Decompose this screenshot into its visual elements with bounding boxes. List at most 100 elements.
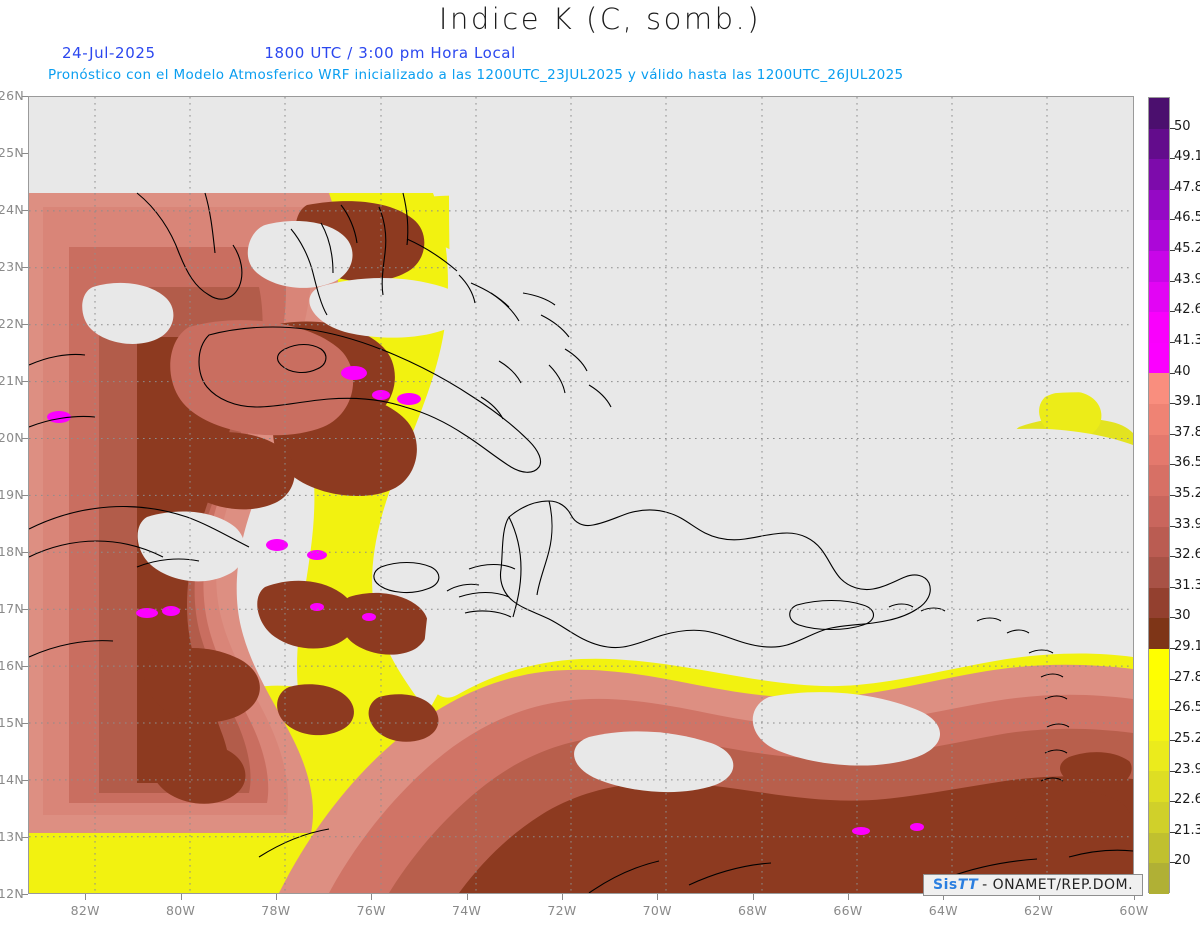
colorbar-tick-mark bbox=[1170, 250, 1175, 252]
colorbar-tick-label: 43.9 bbox=[1174, 271, 1200, 287]
lat-tick-label: 21N bbox=[0, 373, 24, 388]
colorbar-segment bbox=[1149, 220, 1169, 252]
colorbar-tick-label: 45.2 bbox=[1174, 241, 1200, 257]
model-description: Pronóstico con el Modelo Atmosferico WRF… bbox=[48, 67, 904, 83]
lon-tick-mark bbox=[275, 894, 277, 900]
lat-tick-label: 24N bbox=[0, 202, 24, 217]
lon-tick-mark bbox=[1038, 894, 1040, 900]
lat-tick-mark bbox=[22, 381, 28, 382]
colorbar-segment bbox=[1149, 526, 1169, 558]
colorbar-segment bbox=[1149, 679, 1169, 711]
lat-tick-mark bbox=[22, 894, 28, 895]
colorbar-tick-mark bbox=[1170, 586, 1175, 588]
lat-tick-mark bbox=[22, 438, 28, 439]
lat-tick-label: 18N bbox=[0, 544, 24, 559]
colorbar-segment bbox=[1149, 557, 1169, 588]
colorbar-tick-label: 25.2 bbox=[1174, 730, 1200, 746]
lat-tick-label: 14N bbox=[0, 772, 24, 787]
attribution-text: - ONAMET/REP.DOM. bbox=[982, 877, 1134, 893]
colorbar-segment bbox=[1149, 434, 1169, 466]
colorbar-segment bbox=[1149, 587, 1169, 619]
colorbar-segment bbox=[1149, 128, 1169, 160]
colorbar-segment bbox=[1149, 802, 1169, 833]
colorbar-tick-label: 36.5 bbox=[1174, 455, 1200, 471]
lat-tick-label: 22N bbox=[0, 316, 24, 331]
colorbar-tick-label: 23.9 bbox=[1174, 761, 1200, 777]
lat-tick-mark bbox=[22, 96, 28, 97]
lat-tick-label: 12N bbox=[0, 886, 24, 901]
colorbar-tick-mark bbox=[1170, 831, 1175, 833]
colorbar-tick-label: 21.3 bbox=[1174, 822, 1200, 838]
colorbar-segment bbox=[1149, 373, 1169, 405]
colorbar[interactable] bbox=[1148, 97, 1170, 894]
colorbar-tick-mark bbox=[1170, 525, 1175, 527]
lon-tick-label: 64W bbox=[928, 903, 958, 918]
colorbar-segment bbox=[1149, 404, 1169, 435]
colorbar-segment bbox=[1149, 281, 1169, 313]
lon-tick-label: 80W bbox=[165, 903, 196, 918]
lat-tick-mark bbox=[22, 837, 28, 838]
colorbar-tick-mark bbox=[1170, 219, 1175, 221]
colorbar-segment bbox=[1149, 863, 1169, 894]
colorbar-tick-mark bbox=[1170, 280, 1175, 282]
attribution-badge: Sis TT - ONAMET/REP.DOM. bbox=[923, 874, 1144, 896]
colorbar-tick-label: 49.1 bbox=[1174, 149, 1200, 165]
colorbar-tick-mark bbox=[1170, 188, 1175, 190]
lon-tick-label: 70W bbox=[642, 903, 672, 918]
colorbar-tick-label: 40 bbox=[1174, 363, 1191, 379]
lat-tick-label: 25N bbox=[0, 145, 24, 160]
lon-tick-mark bbox=[180, 894, 182, 900]
colorbar-tick-label: 32.6 bbox=[1174, 547, 1200, 563]
colorbar-tick-label: 39.1 bbox=[1174, 394, 1200, 410]
lon-tick-mark bbox=[1134, 894, 1135, 900]
colorbar-segment bbox=[1149, 771, 1169, 803]
colorbar-tick-label: 22.6 bbox=[1174, 792, 1200, 808]
colorbar-tick-mark bbox=[1170, 341, 1175, 343]
lat-tick-label: 13N bbox=[0, 829, 24, 844]
colorbar-segment bbox=[1149, 832, 1169, 864]
colorbar-tick-mark bbox=[1170, 311, 1175, 313]
colorbar-tick-label: 26.5 bbox=[1174, 700, 1200, 716]
colorbar-tick-mark bbox=[1170, 801, 1175, 803]
colorbar-segment bbox=[1149, 495, 1169, 527]
colorbar-tick-mark bbox=[1170, 464, 1175, 466]
colorbar-segment bbox=[1149, 618, 1169, 649]
lat-tick-mark bbox=[22, 723, 28, 724]
colorbar-tick-label: 33.9 bbox=[1174, 516, 1200, 532]
colorbar-tick-label: 29.1 bbox=[1174, 639, 1200, 655]
colorbar-tick-mark bbox=[1170, 739, 1175, 741]
colorbar-segment bbox=[1149, 648, 1169, 680]
map-plot-area[interactable] bbox=[28, 96, 1134, 894]
lat-tick-label: 16N bbox=[0, 658, 24, 673]
lon-tick-mark bbox=[561, 894, 563, 900]
colorbar-tick-mark bbox=[1170, 770, 1175, 772]
lat-tick-label: 23N bbox=[0, 259, 24, 274]
colorbar-tick-mark bbox=[1170, 495, 1175, 496]
lon-tick-label: 78W bbox=[261, 903, 291, 918]
lon-tick-mark bbox=[85, 894, 87, 900]
map-gridlines bbox=[29, 97, 1133, 893]
lat-tick-mark bbox=[22, 324, 28, 325]
weather-map-svg bbox=[29, 97, 1133, 893]
lat-tick-label: 26N bbox=[0, 88, 24, 103]
colorbar-tick-mark bbox=[1170, 678, 1175, 680]
lon-tick-label: 72W bbox=[547, 903, 577, 918]
lon-tick-label: 62W bbox=[1024, 903, 1054, 918]
lat-tick-label: 19N bbox=[0, 487, 24, 502]
lat-tick-mark bbox=[22, 495, 28, 496]
lat-tick-label: 15N bbox=[0, 715, 24, 730]
colorbar-tick-mark bbox=[1170, 617, 1175, 619]
colorbar-tick-mark bbox=[1170, 709, 1175, 711]
colorbar-tick-mark bbox=[1170, 862, 1175, 864]
lon-tick-label: 76W bbox=[356, 903, 386, 918]
lon-tick-mark bbox=[847, 894, 849, 900]
colorbar-tick-mark bbox=[1170, 403, 1175, 405]
lon-tick-label: 82W bbox=[70, 903, 100, 918]
colorbar-tick-mark bbox=[1170, 158, 1175, 160]
colorbar-segment bbox=[1149, 465, 1169, 496]
lon-tick-mark bbox=[466, 894, 468, 900]
colorbar-tick-mark bbox=[1170, 433, 1175, 435]
contour-bands bbox=[29, 193, 1133, 893]
colorbar-segment bbox=[1149, 740, 1169, 772]
colorbar-tick-label: 50 bbox=[1174, 118, 1191, 134]
